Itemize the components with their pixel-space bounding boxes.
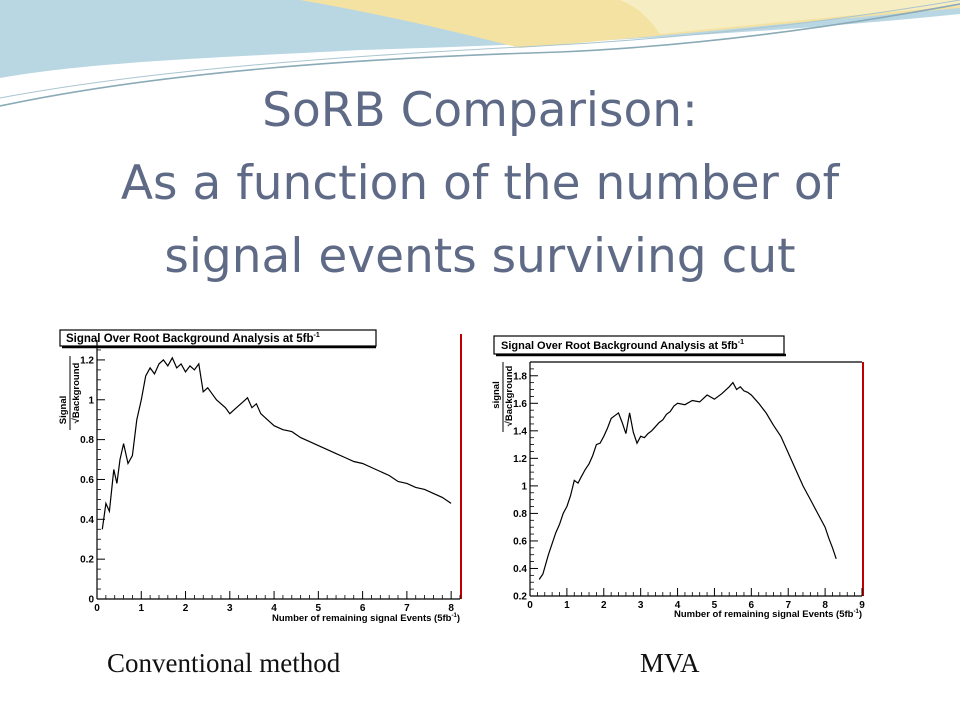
y-axis-label: Signal √Background bbox=[58, 356, 82, 430]
y-tick-label: 0 bbox=[88, 595, 94, 606]
x-tick-label: 0 bbox=[527, 600, 533, 611]
x-tick-label: 3 bbox=[638, 600, 644, 611]
plot-canvas bbox=[486, 326, 904, 622]
y-label-denominator: √Background bbox=[71, 362, 82, 423]
x-tick-label: 7 bbox=[785, 600, 791, 611]
y-label-numerator: signal bbox=[491, 381, 502, 408]
x-tick-label: 6 bbox=[749, 600, 755, 611]
x-axis-ticks: 0 1 2 3 4 5 6 7 8 bbox=[94, 591, 461, 614]
sorb-series-line bbox=[101, 356, 452, 530]
frame-right-red bbox=[862, 362, 864, 596]
slide-title: SoRB Comparison: As a function of the nu… bbox=[0, 74, 960, 293]
x-tick-label: 2 bbox=[183, 603, 189, 614]
caption-mva: MVA bbox=[640, 648, 700, 678]
x-axis-label: Number of remaining signal Events (5fb-1… bbox=[272, 613, 460, 624]
x-label-text: Number of remaining signal Events (5fb bbox=[272, 613, 452, 624]
x-label-tail: ) bbox=[457, 613, 460, 624]
x-tick-label: 7 bbox=[404, 603, 410, 614]
chart-title: Signal Over Root Background Analysis at … bbox=[66, 333, 314, 345]
x-tick-label: 8 bbox=[822, 600, 828, 611]
x-tick-label: 4 bbox=[675, 600, 681, 611]
x-tick-label: 9 bbox=[859, 600, 865, 611]
y-tick-label: 0.4 bbox=[80, 515, 94, 526]
svg-text:Signal Over Root Background An: Signal Over Root Background Analysis at … bbox=[501, 339, 744, 352]
y-tick-label: 1 bbox=[88, 395, 94, 406]
x-tick-label: 4 bbox=[271, 603, 277, 614]
y-axis-ticks: 0.2 0.4 0.6 0.8 1 1.2 1.4 1.6 1.8 bbox=[513, 368, 538, 603]
x-label-sup: -1 bbox=[853, 609, 859, 615]
y-label-numerator: Signal bbox=[58, 396, 69, 425]
y-tick-label: 0.2 bbox=[513, 592, 527, 603]
y-tick-label: 1 bbox=[521, 481, 527, 492]
y-tick-label: 1.6 bbox=[513, 399, 527, 410]
svg-text:Signal Over Root Background An: Signal Over Root Background Analysis at … bbox=[66, 332, 320, 345]
chart-title-sup: -1 bbox=[738, 339, 744, 346]
y-tick-label: 0.6 bbox=[80, 475, 94, 486]
chart-title: Signal Over Root Background Analysis at … bbox=[501, 340, 738, 352]
title-line-1: SoRB Comparison: bbox=[262, 83, 698, 138]
y-tick-label: 0.2 bbox=[80, 555, 94, 566]
x-tick-label: 6 bbox=[360, 603, 366, 614]
x-tick-label: 8 bbox=[448, 603, 454, 614]
y-tick-label: 1.2 bbox=[80, 355, 94, 366]
sorb-series-line bbox=[538, 381, 837, 580]
title-line-3: signal events surviving cut bbox=[164, 229, 796, 284]
y-tick-label: 0.8 bbox=[513, 509, 527, 520]
x-tick-label: 3 bbox=[227, 603, 233, 614]
frame-right-red bbox=[460, 334, 462, 599]
y-tick-label: 0.6 bbox=[513, 536, 527, 547]
y-tick-label: 1.4 bbox=[513, 426, 527, 437]
x-tick-label: 5 bbox=[316, 603, 322, 614]
x-label-text: Number of remaining signal Events (5fb bbox=[674, 609, 854, 620]
x-axis-label: Number of remaining signal Events (5fb-1… bbox=[674, 609, 862, 620]
title-box: Signal Over Root Background Analysis at … bbox=[493, 335, 786, 357]
chart-title-sup: -1 bbox=[314, 332, 320, 339]
header-wave-banner bbox=[0, 0, 960, 107]
x-tick-label: 5 bbox=[712, 600, 718, 611]
x-label-sup: -1 bbox=[451, 613, 457, 619]
plot-canvas bbox=[52, 326, 466, 626]
y-axis-ticks: 0 0.2 0.4 0.6 0.8 1 1.2 bbox=[80, 349, 105, 606]
x-axis-ticks: 0 1 2 3 4 5 6 7 8 9 bbox=[527, 588, 865, 611]
x-tick-label: 0 bbox=[94, 603, 100, 614]
y-axis-label: signal √Background bbox=[491, 362, 515, 432]
y-tick-label: 1.2 bbox=[513, 454, 527, 465]
title-line-2: As a function of the number of bbox=[120, 156, 840, 211]
y-label-denominator: √Background bbox=[504, 365, 515, 426]
y-tick-label: 0.4 bbox=[513, 564, 527, 575]
y-tick-label: 0.8 bbox=[80, 435, 94, 446]
caption-conventional-method: Conventional method bbox=[107, 648, 341, 678]
x-tick-label: 1 bbox=[564, 600, 570, 611]
x-tick-label: 1 bbox=[138, 603, 144, 614]
x-label-tail: ) bbox=[859, 609, 862, 620]
y-tick-label: 1.8 bbox=[513, 371, 527, 382]
x-tick-label: 2 bbox=[601, 600, 607, 611]
title-box: Signal Over Root Background Analysis at … bbox=[59, 329, 377, 349]
